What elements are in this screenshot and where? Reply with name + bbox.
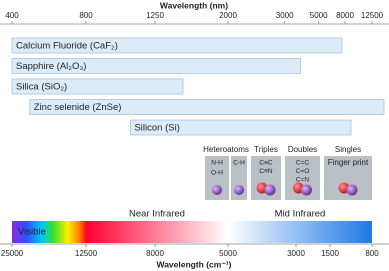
- group-label: Singles: [335, 145, 361, 154]
- x-tick-label: 8000: [146, 249, 164, 258]
- group-item: C=C: [296, 160, 309, 167]
- range-bar: [11, 58, 301, 74]
- group-item: C≡C: [259, 160, 272, 167]
- atom: [301, 184, 312, 196]
- range-label: Calcium Fluoride (CaF₂): [16, 41, 118, 52]
- region-bar: [228, 221, 372, 243]
- top-tick-label: 8000: [336, 11, 354, 20]
- x-tick-label: 5000: [219, 249, 237, 258]
- region-bar: [86, 221, 228, 243]
- top-axis-title: Wavelength (nm): [160, 0, 228, 10]
- top-tick-label: 400: [5, 11, 19, 20]
- group-item: C-H: [233, 160, 245, 167]
- range-bar: [130, 119, 352, 136]
- region-bar: [12, 221, 86, 243]
- x-tick-label: 3000: [287, 249, 305, 258]
- x-tick-label: 12500: [75, 249, 98, 258]
- atom: [234, 185, 244, 195]
- x-tick-label: 1500: [321, 249, 339, 258]
- region-label: Near Infrared: [129, 209, 185, 220]
- top-tick-label: 800: [79, 11, 93, 20]
- x-tick-label: 25000: [1, 249, 24, 258]
- group-label: Doubles: [288, 145, 317, 154]
- x-axis-title: Wavelength (cm⁻¹): [156, 259, 231, 269]
- top-tick-label: 1250: [146, 11, 164, 20]
- top-tick-label: 12500: [361, 11, 384, 20]
- atom: [212, 185, 222, 195]
- group-label: Triples: [254, 145, 278, 154]
- group-item: C=N: [296, 177, 309, 184]
- region-label: Visible: [18, 227, 46, 238]
- top-tick-label: 5000: [310, 11, 328, 20]
- group-item: Finger print: [328, 158, 369, 167]
- group-item: C=O: [296, 168, 310, 175]
- range-label: Zinc selenide (ZnSe): [34, 102, 122, 113]
- region-label: Mid Infrared: [275, 209, 326, 220]
- group-item: O-H: [211, 170, 223, 177]
- range-label: Sapphire (Al₂O₃): [16, 61, 86, 72]
- range-bar: [29, 99, 385, 115]
- range-label: Silicon (Si): [134, 123, 179, 134]
- x-tick-label: 800: [365, 249, 379, 258]
- group-label: Heteroatoms: [203, 145, 249, 154]
- atom: [264, 184, 276, 196]
- top-tick-label: 3000: [276, 11, 294, 20]
- range-label: Silica (SiO₂): [16, 82, 67, 93]
- group-item: N-H: [211, 160, 223, 167]
- range-bar: [11, 78, 184, 95]
- top-tick-label: 2000: [219, 11, 237, 20]
- range-bar: [11, 37, 343, 54]
- group-item: C≡N: [259, 168, 272, 175]
- atom: [346, 184, 358, 196]
